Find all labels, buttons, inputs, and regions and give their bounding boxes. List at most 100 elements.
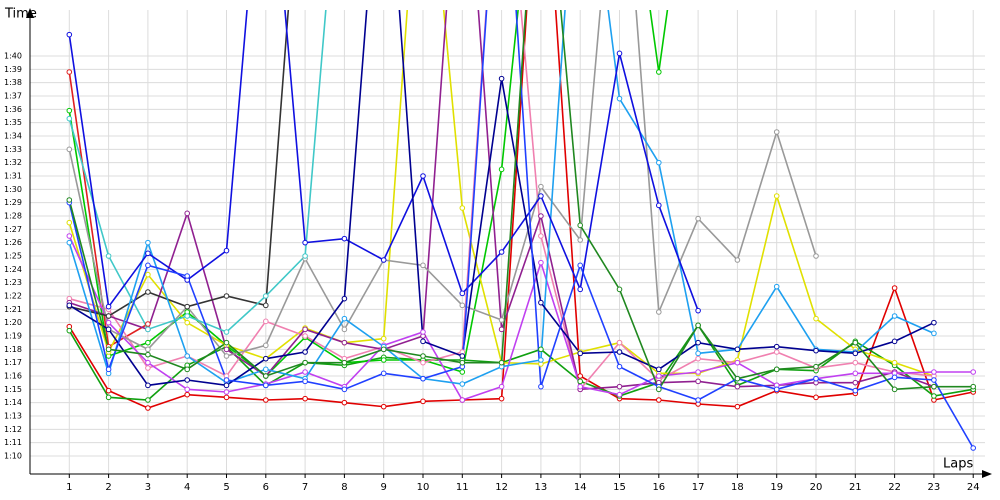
data-point xyxy=(577,383,584,390)
data-point xyxy=(577,222,584,229)
data-point xyxy=(695,215,701,222)
data-point xyxy=(223,382,230,389)
data-point xyxy=(538,213,544,219)
data-point xyxy=(538,383,544,390)
series-line xyxy=(68,323,974,401)
data-point xyxy=(656,386,662,393)
data-point xyxy=(656,373,662,379)
data-point xyxy=(145,239,151,246)
data-point xyxy=(616,349,623,355)
tick-labels: 1:10 1:11 1:12 1:13 1:14 1:15 1:16 1:17 1:18 1:19… xyxy=(4,52,980,494)
data-point xyxy=(66,219,73,226)
data-point xyxy=(184,377,191,383)
data-point xyxy=(695,397,701,403)
data-point xyxy=(891,386,898,393)
data-point xyxy=(420,173,426,179)
y-tick-label: 1:12 xyxy=(4,425,22,434)
data-point xyxy=(852,387,859,394)
data-point xyxy=(263,293,269,299)
data-point xyxy=(931,383,937,390)
data-point xyxy=(105,313,112,319)
y-tick-label: 1:24 xyxy=(4,265,22,274)
data-point xyxy=(498,326,505,333)
data-point xyxy=(380,335,387,342)
data-point xyxy=(223,346,230,353)
data-point xyxy=(145,271,151,278)
y-tick-label: 1:19 xyxy=(4,332,22,341)
y-tick-label: 1:40 xyxy=(4,52,22,61)
x-tick-label: 12 xyxy=(495,482,508,493)
x-tick-label: 8 xyxy=(341,482,347,493)
data-point xyxy=(538,259,544,266)
data-point xyxy=(302,359,308,366)
data-point xyxy=(616,95,623,102)
data-point xyxy=(105,346,112,353)
data-point xyxy=(105,387,112,394)
data-point xyxy=(145,262,151,269)
data-point xyxy=(734,257,741,263)
x-tick-label: 7 xyxy=(302,482,308,493)
y-tick-label: 1:31 xyxy=(4,172,22,181)
data-point xyxy=(577,237,584,243)
data-point xyxy=(538,183,544,190)
data-point xyxy=(891,285,898,291)
data-point xyxy=(931,393,937,399)
x-tick-label: 20 xyxy=(810,482,823,493)
data-point xyxy=(145,382,151,389)
data-point xyxy=(341,339,348,346)
data-point xyxy=(656,366,662,373)
data-point xyxy=(734,375,741,382)
data-point xyxy=(459,290,466,297)
data-point xyxy=(184,353,191,359)
data-point xyxy=(420,353,426,359)
data-point xyxy=(616,391,623,398)
data-point xyxy=(263,355,269,362)
data-point xyxy=(145,365,151,371)
data-point xyxy=(616,50,623,57)
data-point xyxy=(498,166,505,173)
data-point xyxy=(263,373,269,379)
data-point xyxy=(656,397,662,403)
data-point xyxy=(302,349,308,355)
data-point xyxy=(380,357,387,363)
data-point xyxy=(577,378,584,385)
x-tick-label: 21 xyxy=(849,482,862,493)
x-tick-label: 18 xyxy=(731,482,744,493)
data-point xyxy=(184,319,191,326)
data-point xyxy=(66,327,73,334)
plot-area xyxy=(66,10,977,451)
data-point xyxy=(813,315,819,322)
data-point xyxy=(498,383,505,390)
series-line xyxy=(69,10,934,392)
data-point xyxy=(420,262,426,269)
data-point xyxy=(656,69,662,75)
data-point xyxy=(184,366,191,373)
data-point xyxy=(538,233,544,239)
data-point xyxy=(184,391,191,398)
y-tick-label: 1:34 xyxy=(4,132,22,141)
data-point xyxy=(813,375,819,382)
data-point xyxy=(852,359,859,366)
data-point xyxy=(302,369,308,375)
data-point xyxy=(498,359,505,366)
x-tick-label: 13 xyxy=(535,482,548,493)
y-tick-label: 1:38 xyxy=(4,78,22,87)
y-tick-label: 1:23 xyxy=(4,278,22,287)
data-point xyxy=(145,339,151,346)
data-point xyxy=(813,253,819,259)
data-point xyxy=(302,395,308,402)
data-point xyxy=(734,346,741,353)
data-point xyxy=(66,239,73,246)
data-point xyxy=(263,318,269,325)
data-point xyxy=(145,405,151,411)
data-point xyxy=(773,129,780,135)
y-tick-label: 1:13 xyxy=(4,412,22,421)
data-point xyxy=(263,302,269,309)
x-tick-label: 24 xyxy=(967,482,980,493)
data-point xyxy=(302,253,308,259)
data-point xyxy=(66,146,73,153)
data-point xyxy=(931,377,937,383)
data-point xyxy=(302,333,308,339)
data-point xyxy=(459,397,466,403)
data-point xyxy=(931,369,937,375)
